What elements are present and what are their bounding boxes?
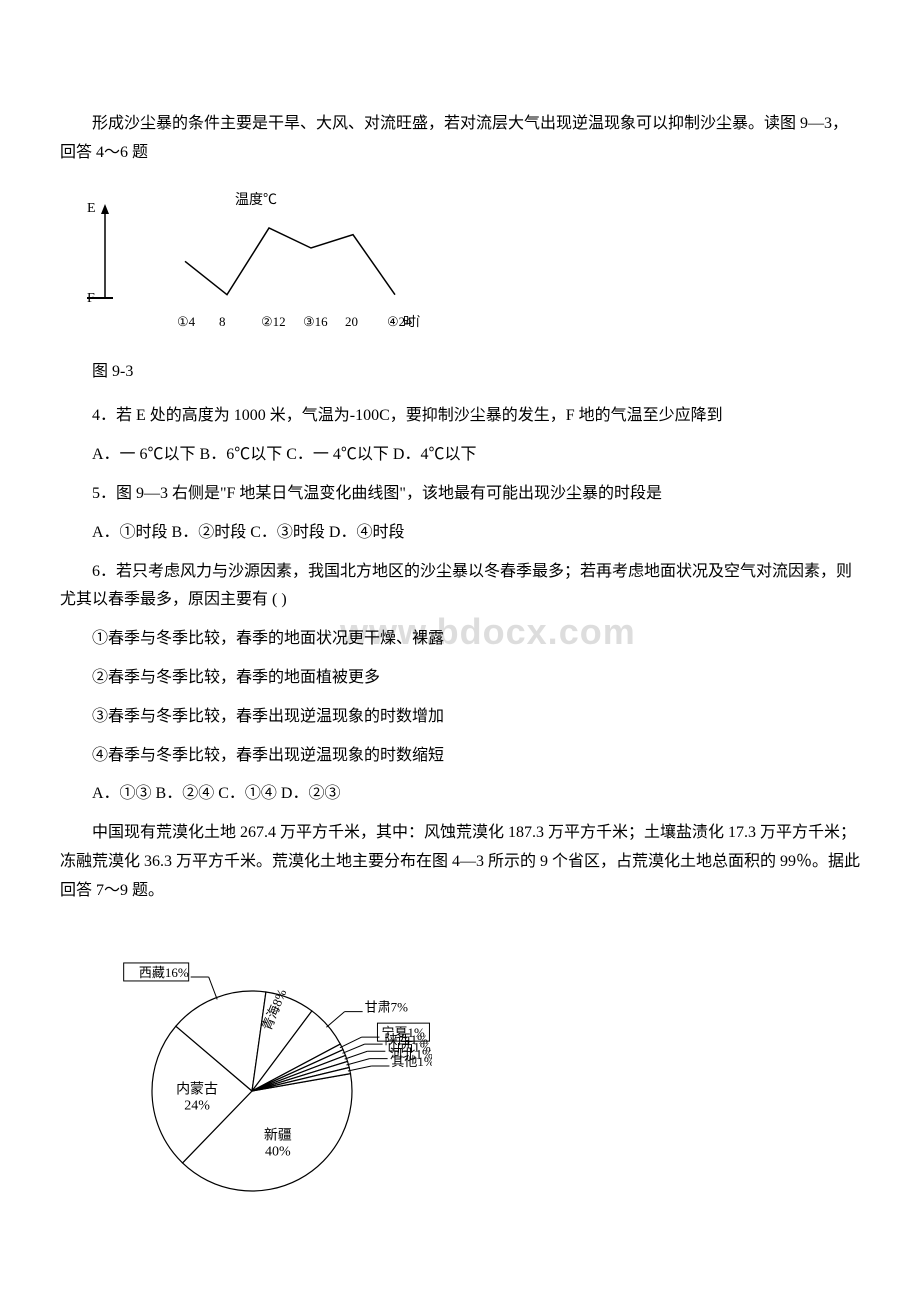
svg-text:温度℃: 温度℃ xyxy=(235,192,277,208)
question-5: 5．图 9—3 右侧是"F 地某日气温变化曲线图"，该地最有可能出现沙尘暴的时段… xyxy=(60,480,860,509)
svg-text:24%: 24% xyxy=(184,1098,210,1113)
intro-paragraph: 形成沙尘暴的条件主要是干旱、大风、对流旺盛，若对流层大气出现逆温现象可以抑制沙尘… xyxy=(60,110,860,168)
question-5-options: A．①时段 B．②时段 C．③时段 D．④时段 xyxy=(60,519,860,548)
svg-text:40%: 40% xyxy=(265,1144,291,1159)
figure-9-3: EF温度℃①48②12③1620④24时间 xyxy=(60,188,860,348)
svg-text:甘肃7%: 甘肃7% xyxy=(365,999,409,1014)
svg-text:20: 20 xyxy=(345,314,358,329)
svg-text:③16: ③16 xyxy=(303,314,328,329)
svg-text:其他1%: 其他1% xyxy=(391,1054,432,1069)
svg-text:西藏16%: 西藏16% xyxy=(139,964,189,979)
question-6-sub-4: ④春季与冬季比较，春季出现逆温现象的时数缩短 xyxy=(60,742,860,771)
svg-text:F: F xyxy=(87,291,95,306)
question-6-options: A．①③ B．②④ C．①④ D．②③ xyxy=(60,780,860,809)
figure-4-3-pie: 新疆40%内蒙古24%西藏16%青海8%甘肃7%宁夏1%陕西1%山西1%河北1%… xyxy=(92,926,860,1246)
figure-9-3-caption: 图 9-3 xyxy=(60,358,860,387)
svg-text:②12: ②12 xyxy=(261,314,286,329)
svg-text:时间: 时间 xyxy=(403,314,420,329)
question-6-sub-3: ③春季与冬季比较，春季出现逆温现象的时数增加 xyxy=(60,703,860,732)
svg-text:8: 8 xyxy=(219,314,226,329)
question-4-options: A．一 6℃以下 B．6℃以下 C．一 4℃以下 D．4℃以下 xyxy=(60,441,860,470)
svg-text:内蒙古: 内蒙古 xyxy=(176,1081,218,1097)
svg-text:E: E xyxy=(87,201,96,216)
question-6-sub-1: ①春季与冬季比较，春季的地面状况更干燥、裸露 xyxy=(60,625,860,654)
question-4: 4．若 E 处的高度为 1000 米，气温为-100C，要抑制沙尘暴的发生，F … xyxy=(60,402,860,431)
question-6: 6．若只考虑风力与沙源因素，我国北方地区的沙尘暴以冬春季最多；若再考虑地面状况及… xyxy=(60,558,860,616)
pie-intro-paragraph: 中国现有荒漠化土地 267.4 万平方千米，其中：风蚀荒漠化 187.3 万平方… xyxy=(60,819,860,905)
svg-text:新疆: 新疆 xyxy=(264,1127,292,1143)
question-6-sub-2: ②春季与冬季比较，春季的地面植被更多 xyxy=(60,664,860,693)
svg-text:①4: ①4 xyxy=(177,314,196,329)
